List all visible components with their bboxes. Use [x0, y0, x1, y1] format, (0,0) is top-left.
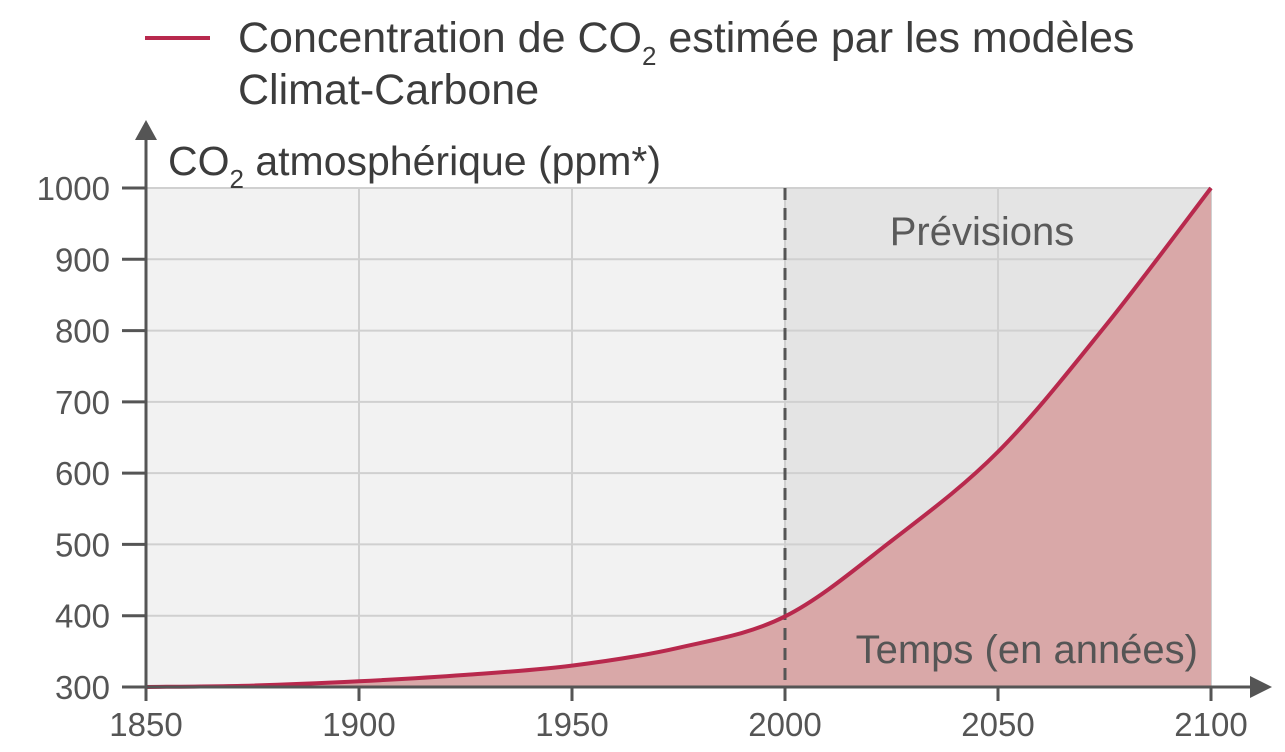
axis-ticks: 300 400 500 600 700 800 900 1000 1850 1900 1950 200… — [37, 170, 1248, 743]
x-tick-label: 1850 — [109, 706, 182, 743]
y-tick-label: 300 — [55, 669, 110, 706]
x-axis-arrow — [1250, 676, 1272, 698]
x-tick-label: 2000 — [748, 706, 821, 743]
x-tick-label: 2100 — [1174, 706, 1247, 743]
y-tick-label: 700 — [55, 384, 110, 421]
y-tick-label: 600 — [55, 455, 110, 492]
legend-label-line1: Concentration de CO2 estimée par les mod… — [238, 14, 1134, 71]
legend-label-line2: Climat-Carbone — [238, 66, 539, 114]
forecast-region-label: Prévisions — [890, 210, 1075, 254]
y-tick-label: 1000 — [37, 170, 110, 207]
y-axis-title: CO2 atmosphérique (ppm*) — [168, 138, 661, 194]
y-tick-label: 400 — [55, 598, 110, 635]
x-tick-label: 1900 — [322, 706, 395, 743]
y-tick-label: 800 — [55, 313, 110, 350]
x-axis-title: Temps (en années) — [856, 628, 1198, 672]
co2-series-line — [145, 186, 1213, 689]
y-tick-label: 500 — [55, 526, 110, 563]
co2-area-fill — [146, 188, 1211, 687]
x-tick-label: 1950 — [535, 706, 608, 743]
history-background — [146, 188, 785, 687]
y-tick-label: 900 — [55, 241, 110, 278]
x-tick-label: 2050 — [961, 706, 1034, 743]
y-axis-arrow — [135, 120, 157, 140]
